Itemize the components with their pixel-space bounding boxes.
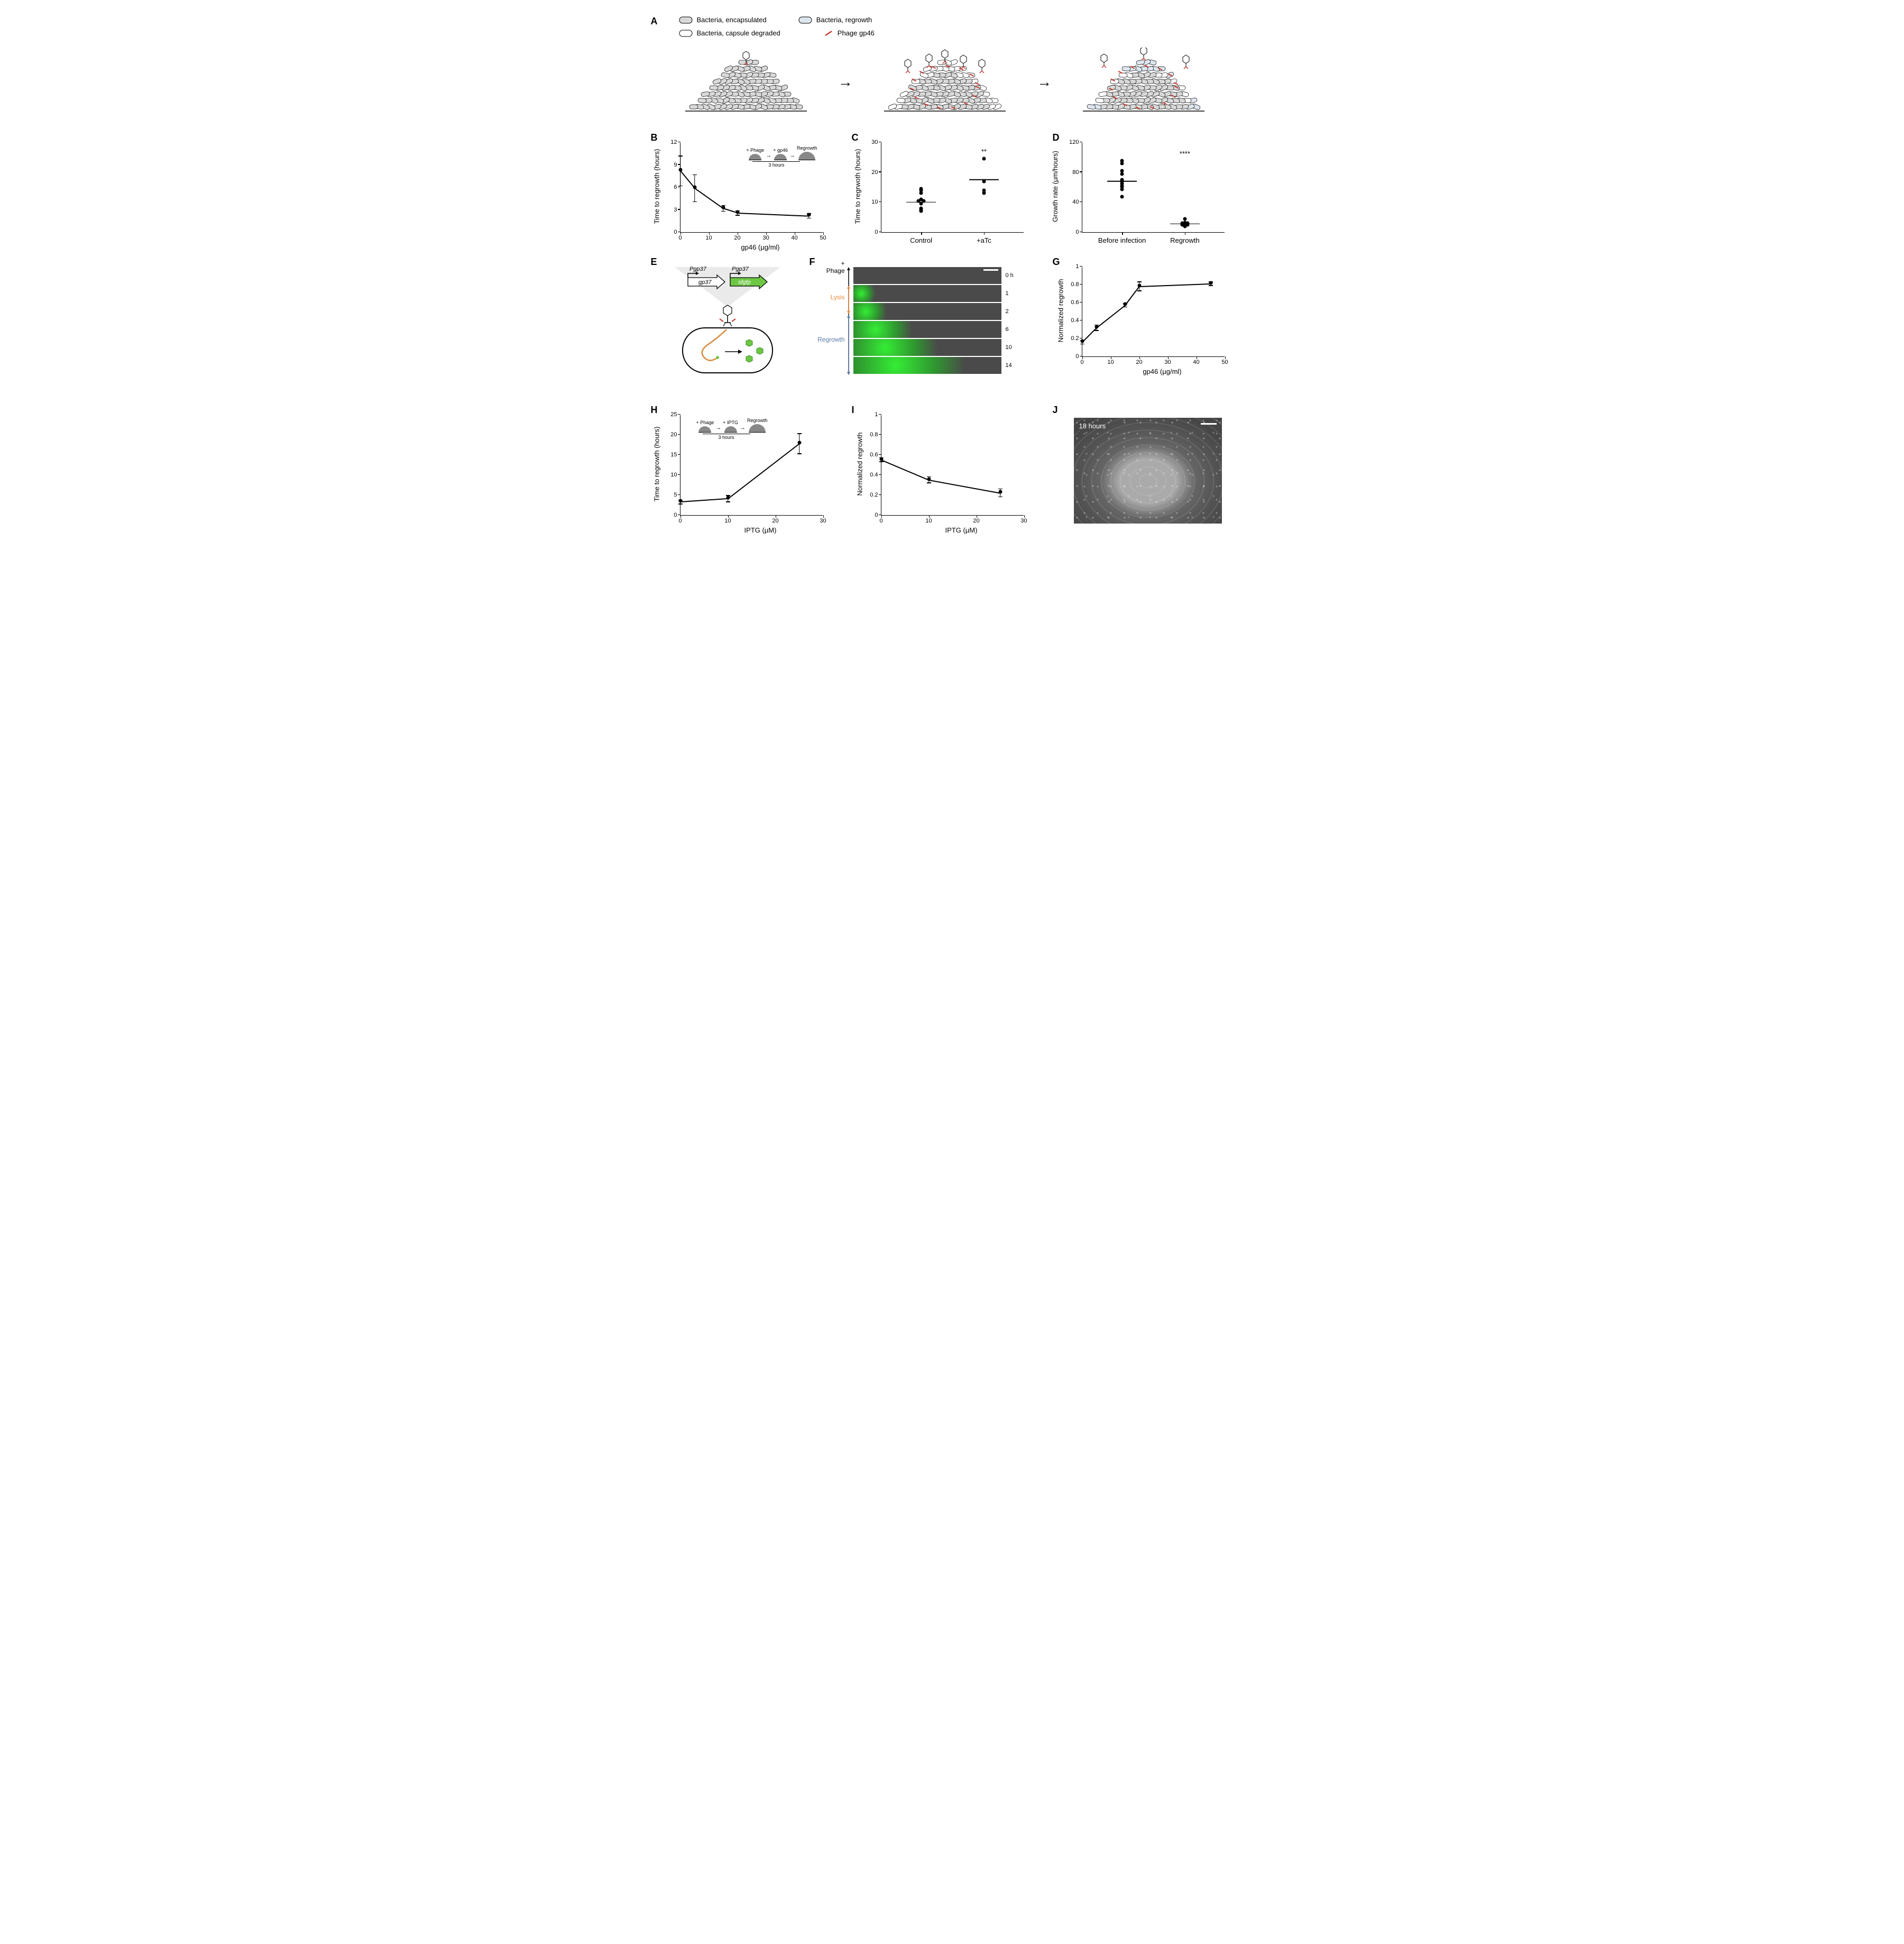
- gene2-label: sfgfp: [738, 279, 751, 286]
- microscopy-frame: [853, 321, 1001, 338]
- scale-bar: [983, 269, 998, 271]
- chart-g: 00.20.40.60.8101020304050: [1082, 267, 1225, 357]
- legend: Bacteria, encapsulated Bacteria, regrowt…: [679, 16, 1232, 24]
- y-axis-label: Time to regrowth (hours): [652, 149, 660, 224]
- panel-label-i: I: [852, 405, 854, 416]
- arrow-icon: →: [838, 74, 853, 90]
- panel-c: C 0102030Control+aTc** Time to regrwoth …: [852, 135, 1042, 233]
- regrowth-arrow: [847, 315, 851, 375]
- panel-h: H + Phage→+ IPTG→Regrowth3 hours 0510152…: [651, 407, 841, 524]
- promoter1-label: Pgp37: [689, 266, 707, 272]
- legend-2: Bacteria, capsule degraded Phage gp46: [679, 29, 1232, 37]
- panel-label-c: C: [852, 132, 859, 143]
- inset-b: + Phage→+ gp46→Regrowth3 hours: [746, 145, 817, 168]
- legend-text: Phage gp46: [838, 29, 875, 37]
- gene1-label: gp37: [698, 279, 712, 286]
- inset-h: + Phage→+ IPTG→Regrowth3 hours: [696, 418, 768, 440]
- scale-bar: [1201, 423, 1217, 425]
- panel-label-e: E: [651, 256, 657, 268]
- bacteria-degraded-icon: [679, 30, 693, 37]
- x-axis-label: IPTG (µM): [744, 526, 777, 534]
- time-label: 6: [1006, 321, 1014, 338]
- y-axis-label: Growth rate (µm/hours): [1051, 151, 1059, 222]
- legend-encapsulated: Bacteria, encapsulated: [679, 16, 767, 24]
- row-efg: E Pgp37 Pgp37 gp37 sfgfp: [651, 259, 1254, 381]
- x-axis-label: gp46 (µg/ml): [741, 243, 779, 251]
- panel-i: I 00.20.40.60.810102030 Normalized regro…: [852, 407, 1042, 524]
- bacteria-encapsulated-icon: [679, 16, 693, 24]
- panel-g: G 00.20.40.60.8101020304050 Normalized r…: [1053, 259, 1243, 381]
- time-label: 1: [1006, 285, 1014, 302]
- panel-b: B + Phage→+ gp46→Regrowth3 hours 0369120…: [651, 135, 841, 233]
- microscopy-strip: [853, 267, 1001, 374]
- bacteria-regrowth-icon: [798, 16, 812, 24]
- panel-label-a: A: [651, 16, 658, 27]
- chart-d: 04080120Before infectionRegrowth****: [1082, 143, 1225, 233]
- panel-e-schematic: Pgp37 Pgp37 gp37 sfgfp: [664, 262, 791, 378]
- panel-label-g: G: [1053, 256, 1060, 268]
- timeline-sidebar: + Phage Lysis Regrowth: [823, 267, 849, 374]
- phage-label: + Phage: [823, 260, 845, 274]
- microscopy-frame: [853, 357, 1001, 374]
- chart-b: + Phage→+ gp46→Regrowth3 hours 036912010…: [680, 143, 823, 233]
- y-axis-label: Time to regrowth (hours): [652, 427, 660, 502]
- x-axis-label: IPTG (µM): [945, 526, 978, 534]
- time-label: 0 h: [1006, 267, 1014, 284]
- microscopy-frame: [853, 303, 1001, 320]
- panel-label-f: F: [810, 256, 815, 268]
- row-bcd: B + Phage→+ gp46→Regrowth3 hours 0369120…: [651, 135, 1254, 233]
- colony-stage-2: [876, 48, 1014, 116]
- row-hij: H + Phage→+ IPTG→Regrowth3 hours 0510152…: [651, 407, 1254, 524]
- panel-label-d: D: [1053, 132, 1060, 143]
- chart-c: 0102030Control+aTc**: [881, 143, 1024, 233]
- microscopy-frame: [853, 285, 1001, 302]
- microscopy-frame: [853, 267, 1001, 284]
- bacteria-progression: → →: [658, 42, 1232, 122]
- figure-container: A Bacteria, encapsulated Bacteria, regro…: [651, 16, 1254, 524]
- panel-label-h: H: [651, 405, 658, 416]
- colony-stage-3: [1075, 48, 1212, 116]
- arrow-icon: →: [1037, 74, 1052, 90]
- panel-a: A Bacteria, encapsulated Bacteria, regro…: [651, 16, 1232, 122]
- promoter2-label: Pgp37: [732, 266, 749, 272]
- panel-j-time-label: 18 hours: [1079, 422, 1106, 430]
- lysis-arrow: [847, 286, 851, 315]
- legend-text: Bacteria, regrowth: [816, 16, 872, 24]
- legend-text: Bacteria, encapsulated: [697, 16, 767, 24]
- regrowth-label: Regrowth: [817, 336, 844, 343]
- phage-icon: [824, 30, 833, 37]
- microscopy-frame: [853, 339, 1001, 356]
- time-label: 10: [1006, 339, 1014, 356]
- chart-i: 00.20.40.60.810102030: [881, 415, 1024, 516]
- time-label: 14: [1006, 357, 1014, 374]
- colony-stage-1: [677, 48, 815, 116]
- y-axis-label: Normalized regrowth: [1056, 279, 1064, 343]
- microscopy-image-18h: 18 hours: [1074, 418, 1222, 524]
- lysis-label: Lysis: [831, 294, 845, 301]
- legend-phage: Phage gp46: [824, 29, 875, 37]
- legend-degraded: Bacteria, capsule degraded: [679, 29, 780, 37]
- time-label: 2: [1006, 303, 1014, 320]
- y-axis-label: Normalized regrowth: [856, 433, 863, 496]
- legend-text: Bacteria, capsule degraded: [697, 29, 780, 37]
- panel-e: E Pgp37 Pgp37 gp37 sfgfp: [651, 259, 799, 381]
- panel-f: F + Phage Lysis Regro: [810, 259, 1042, 381]
- y-axis-label: Time to regrwoth (hours): [853, 149, 861, 224]
- microscopy-times: 0 h1261014: [1006, 267, 1014, 374]
- legend-regrowth: Bacteria, regrowth: [798, 16, 872, 24]
- panel-j: J 18 hours: [1053, 407, 1243, 524]
- microscopy-timelapse: + Phage Lysis Regrowth: [823, 267, 1042, 374]
- panel-d: D 04080120Before infectionRegrowth**** G…: [1053, 135, 1243, 233]
- chart-h: + Phage→+ IPTG→Regrowth3 hours 051015202…: [680, 415, 823, 516]
- panel-j-image-wrap: 18 hours: [1074, 418, 1243, 524]
- panel-label-b: B: [651, 132, 658, 143]
- panel-label-j: J: [1053, 405, 1058, 416]
- row-a: A Bacteria, encapsulated Bacteria, regro…: [651, 16, 1254, 122]
- x-axis-label: gp46 (µg/ml): [1143, 368, 1181, 375]
